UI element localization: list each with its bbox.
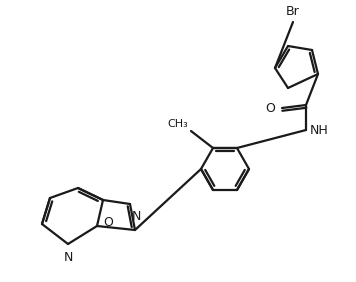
Text: O: O: [103, 217, 113, 230]
Text: N: N: [132, 210, 141, 223]
Text: Br: Br: [286, 5, 300, 18]
Text: N: N: [63, 251, 73, 264]
Text: NH: NH: [310, 124, 329, 136]
Text: O: O: [265, 102, 275, 114]
Text: CH₃: CH₃: [167, 119, 188, 129]
